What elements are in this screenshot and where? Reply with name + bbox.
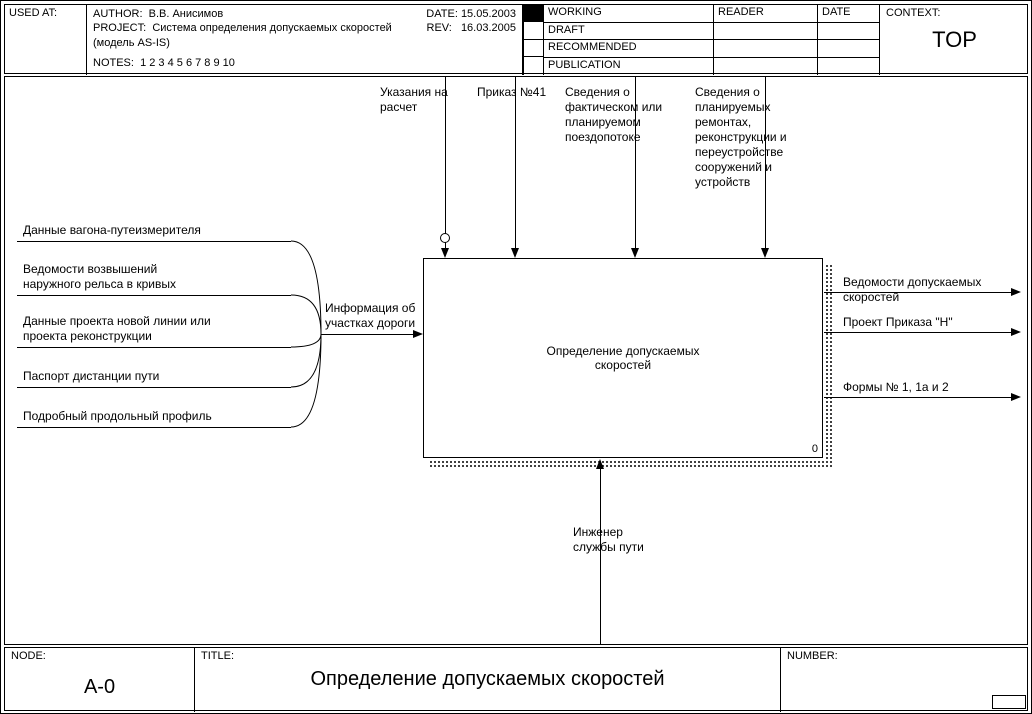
control-label-3: Сведения о планируемых ремонтах, реконст… <box>695 85 835 190</box>
status-marker <box>523 5 543 22</box>
input-label-2: Данные проекта новой линии или проекта р… <box>23 314 211 344</box>
control-label-0: Указания на расчет <box>380 85 450 115</box>
activity-label: Определение допускаемых скоростей <box>547 344 700 372</box>
input-bracket <box>291 230 321 486</box>
input-label-4: Подробный продольный профиль <box>23 409 212 424</box>
rev-value: 16.03.2005 <box>461 22 516 34</box>
output-arrowhead-2 <box>1011 393 1021 401</box>
footer: NODE: A-0 TITLE: Определение допускаемых… <box>4 647 1028 711</box>
mechanism-label: Инженер службы пути <box>573 525 644 555</box>
input-merged-label: Информация об участках дороги <box>325 301 415 331</box>
date-label: DATE: <box>426 8 458 20</box>
project-label: PROJECT: <box>93 22 146 34</box>
reader-label: READER <box>718 6 764 21</box>
control-label-1: Приказ №41 <box>477 85 546 100</box>
input-line-3 <box>17 387 291 388</box>
author-label: AUTHOR: <box>93 8 143 20</box>
reader-column: READER <box>713 5 817 75</box>
output-label-0: Ведомости допускаемых скоростей <box>843 275 1027 305</box>
control-label-2: Сведения о фактическом или планируемом п… <box>565 85 685 145</box>
input-merged-arrowhead <box>413 330 423 338</box>
control-arrow-1 <box>515 77 516 248</box>
input-label-0: Данные вагона-путеизмерителя <box>23 223 201 238</box>
footer-number-label: NUMBER: <box>787 650 838 662</box>
header: USED AT: AUTHOR: В.В. Анисимов DATE: 15.… <box>4 4 1028 74</box>
input-merged-arrow <box>321 334 413 335</box>
input-line-4 <box>17 427 291 428</box>
footer-node-label: NODE: <box>11 650 46 662</box>
context-value: TOP <box>886 27 1023 53</box>
status-marker-rows <box>523 22 543 75</box>
footer-title-cell: TITLE: Определение допускаемых скоростей <box>195 648 781 712</box>
control-arrowhead-3 <box>761 248 769 258</box>
footer-number-cell: NUMBER: <box>781 648 1029 712</box>
used-at-label: USED AT: <box>9 7 57 19</box>
idef0-page: USED AT: AUTHOR: В.В. Анисимов DATE: 15.… <box>0 0 1032 714</box>
input-line-1 <box>17 295 291 296</box>
mechanism-arrow <box>600 469 601 645</box>
box-shadow-bottom <box>429 460 829 468</box>
mechanism-arrowhead <box>596 459 604 469</box>
activity-box: Определение допускаемых скоростей 0 <box>423 258 823 458</box>
author-value: В.В. Анисимов <box>149 8 224 20</box>
output-label-2: Формы № 1, 1а и 2 <box>843 380 949 395</box>
context-label: CONTEXT: <box>886 7 940 19</box>
context-column: CONTEXT: TOP <box>879 5 1029 75</box>
output-arrowhead-1 <box>1011 328 1021 336</box>
footer-corner-box <box>992 695 1026 709</box>
box-shadow-right <box>825 264 833 468</box>
footer-node-value: A-0 <box>11 676 188 699</box>
footer-node-cell: NODE: A-0 <box>5 648 195 712</box>
footer-title-value: Определение допускаемых скоростей <box>201 668 774 691</box>
notes-label: NOTES: <box>93 57 134 69</box>
diagram-canvas: Определение допускаемых скоростей 0 Указ… <box>4 76 1028 645</box>
output-arrow-2 <box>824 397 1014 398</box>
input-line-0 <box>17 241 291 242</box>
output-arrow-1 <box>824 332 1014 333</box>
meta-cell: AUTHOR: В.В. Анисимов DATE: 15.05.2003 P… <box>87 5 523 75</box>
input-line-2 <box>17 347 291 348</box>
notes-value: 1 2 3 4 5 6 7 8 9 10 <box>140 57 235 69</box>
status-recommended: RECOMMENDED <box>543 40 713 58</box>
footer-title-label: TITLE: <box>201 650 234 662</box>
status-publication: PUBLICATION <box>543 58 713 76</box>
rev-label: REV: <box>427 22 452 34</box>
status-column: WORKING DRAFT RECOMMENDED PUBLICATION <box>543 5 713 75</box>
control-tunnel-0 <box>440 233 450 243</box>
control-arrowhead-1 <box>511 248 519 258</box>
input-label-1: Ведомости возвышений наружного рельса в … <box>23 262 176 292</box>
date-col-label: DATE <box>822 6 851 18</box>
output-label-1: Проект Приказа "Н" <box>843 315 953 330</box>
used-at-cell: USED AT: <box>5 5 87 75</box>
input-label-3: Паспорт дистанции пути <box>23 369 159 384</box>
date-value: 15.05.2003 <box>461 8 516 20</box>
status-draft: DRAFT <box>543 23 713 41</box>
date-column: DATE <box>817 5 879 75</box>
activity-number: 0 <box>812 443 818 455</box>
control-arrowhead-2 <box>631 248 639 258</box>
status-working: WORKING <box>543 5 713 23</box>
control-arrowhead-0 <box>441 248 449 258</box>
